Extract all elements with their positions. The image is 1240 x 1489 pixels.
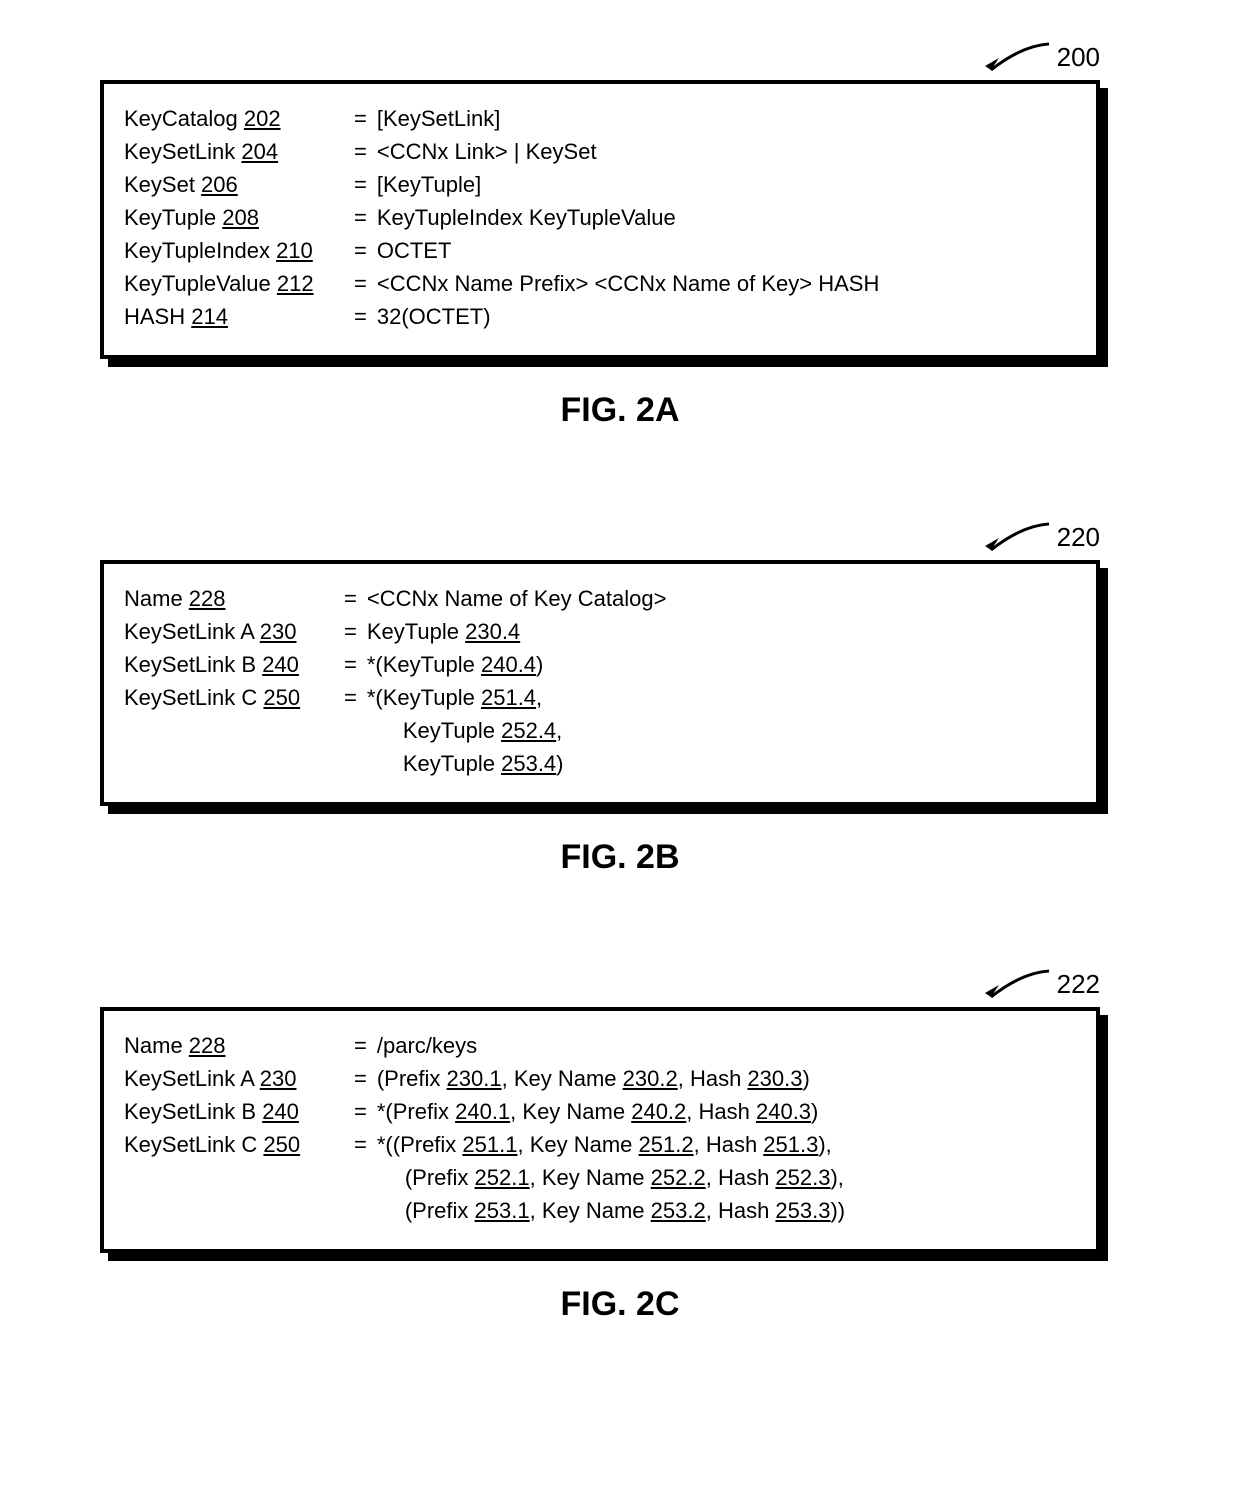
rule-keysetlink-c: KeySetLink C 250 = *(KeyTuple 251.4, Key… <box>124 681 1076 780</box>
rule-row: KeyTuple 208=KeyTupleIndex KeyTupleValue <box>124 201 1076 234</box>
figure-caption: FIG. 2B <box>60 838 1180 877</box>
figure-2a: 200 KeyCatalog 202=[KeySetLink]KeySetLin… <box>60 40 1180 430</box>
rule-keysetlink-a: KeySetLink A 230 = (Prefix 230.1, Key Na… <box>124 1062 1076 1095</box>
pointer-row: 222 <box>60 967 1180 1007</box>
rule-row: HASH 214=32(OCTET) <box>124 300 1076 333</box>
definition-box: Name 228 = /parc/keys KeySetLink A 230 =… <box>100 1007 1100 1253</box>
pointer-label: 220 <box>1057 522 1100 553</box>
rule-keysetlink-a: KeySetLink A 230 = KeyTuple 230.4 <box>124 615 1076 648</box>
rule-keysetlink-b: KeySetLink B 240 = *(Prefix 240.1, Key N… <box>124 1095 1076 1128</box>
rule-row: KeyTupleValue 212=<CCNx Name Prefix> <CC… <box>124 267 1076 300</box>
figure-2c: 222 Name 228 = /parc/keys KeySetLink A 2… <box>60 967 1180 1324</box>
rule-name: Name 228 = <CCNx Name of Key Catalog> <box>124 582 1076 615</box>
figure-2b: 220 Name 228 = <CCNx Name of Key Catalog… <box>60 520 1180 877</box>
pointer-row: 220 <box>60 520 1180 560</box>
pointer-row: 200 <box>60 40 1180 80</box>
rule-row: KeySetLink 204=<CCNx Link> | KeySet <box>124 135 1076 168</box>
pointer-arrow: 222 <box>981 967 1100 1001</box>
rule-row: KeyCatalog 202=[KeySetLink] <box>124 102 1076 135</box>
rule-row: KeySet 206=[KeyTuple] <box>124 168 1076 201</box>
pointer-arrow: 220 <box>981 520 1100 554</box>
definition-box: Name 228 = <CCNx Name of Key Catalog> Ke… <box>100 560 1100 806</box>
figure-caption: FIG. 2C <box>60 1285 1180 1324</box>
pointer-label: 200 <box>1057 42 1100 73</box>
rule-name: Name 228 = /parc/keys <box>124 1029 1076 1062</box>
definition-box: KeyCatalog 202=[KeySetLink]KeySetLink 20… <box>100 80 1100 359</box>
rule-keysetlink-c: KeySetLink C 250 = *((Prefix 251.1, Key … <box>124 1128 1076 1227</box>
rule-keysetlink-b: KeySetLink B 240 = *(KeyTuple 240.4) <box>124 648 1076 681</box>
rule-row: KeyTupleIndex 210=OCTET <box>124 234 1076 267</box>
pointer-arrow: 200 <box>981 40 1100 74</box>
figure-caption: FIG. 2A <box>60 391 1180 430</box>
pointer-label: 222 <box>1057 969 1100 1000</box>
